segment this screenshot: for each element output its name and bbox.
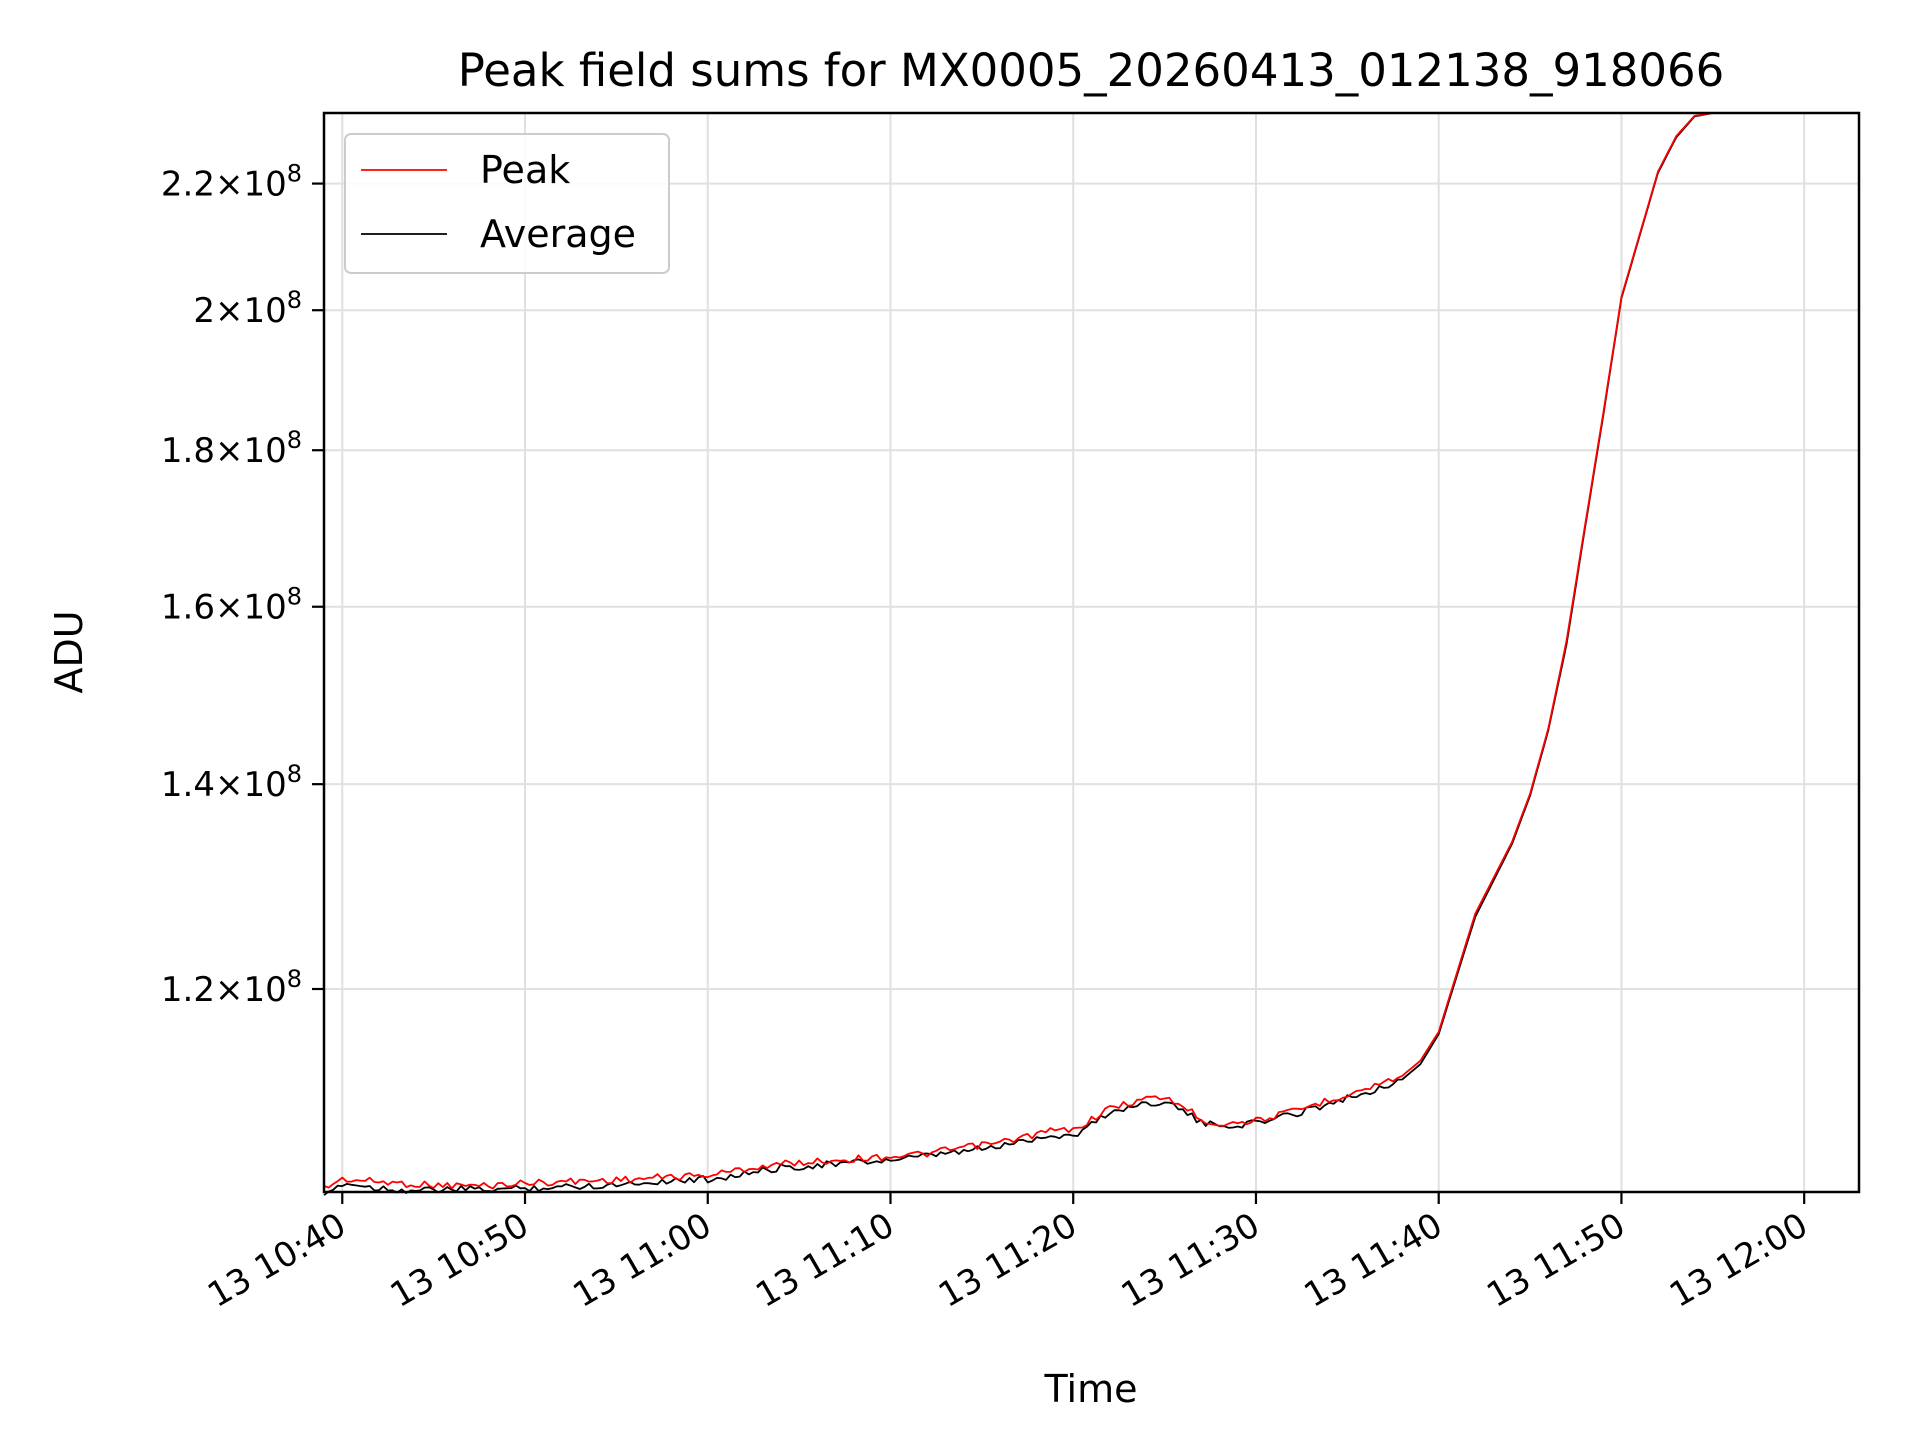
grid	[324, 113, 1859, 1192]
legend-label-average: Average	[480, 212, 636, 256]
legend-label-peak: Peak	[480, 148, 570, 192]
y-tick-label: 1.4×108	[161, 760, 302, 805]
y-tick-label: 1.8×108	[161, 426, 302, 471]
series-line-peak	[323, 112, 1859, 1190]
legend-box	[344, 133, 670, 274]
chart-title: Peak field sums for MX0005_20260413_0121…	[458, 44, 1725, 97]
y-tick-label: 2×108	[193, 286, 302, 331]
plot-frame	[322, 111, 1861, 1194]
y-tick-label: 2.2×108	[161, 160, 302, 205]
series-layer	[323, 112, 1859, 1196]
series-line-average	[323, 112, 1859, 1196]
y-tick-label: 1.6×108	[161, 583, 302, 628]
legend: Peak Average	[344, 133, 670, 274]
y-tick-label: 1.2×108	[161, 965, 302, 1010]
x-axis-label: Time	[1044, 1367, 1138, 1411]
y-axis-ticks: 1.2×108 1.4×108 1.6×108 1.8×108 2×108 2.2×108	[161, 160, 324, 1010]
y-axis-label: ADU	[47, 610, 91, 693]
